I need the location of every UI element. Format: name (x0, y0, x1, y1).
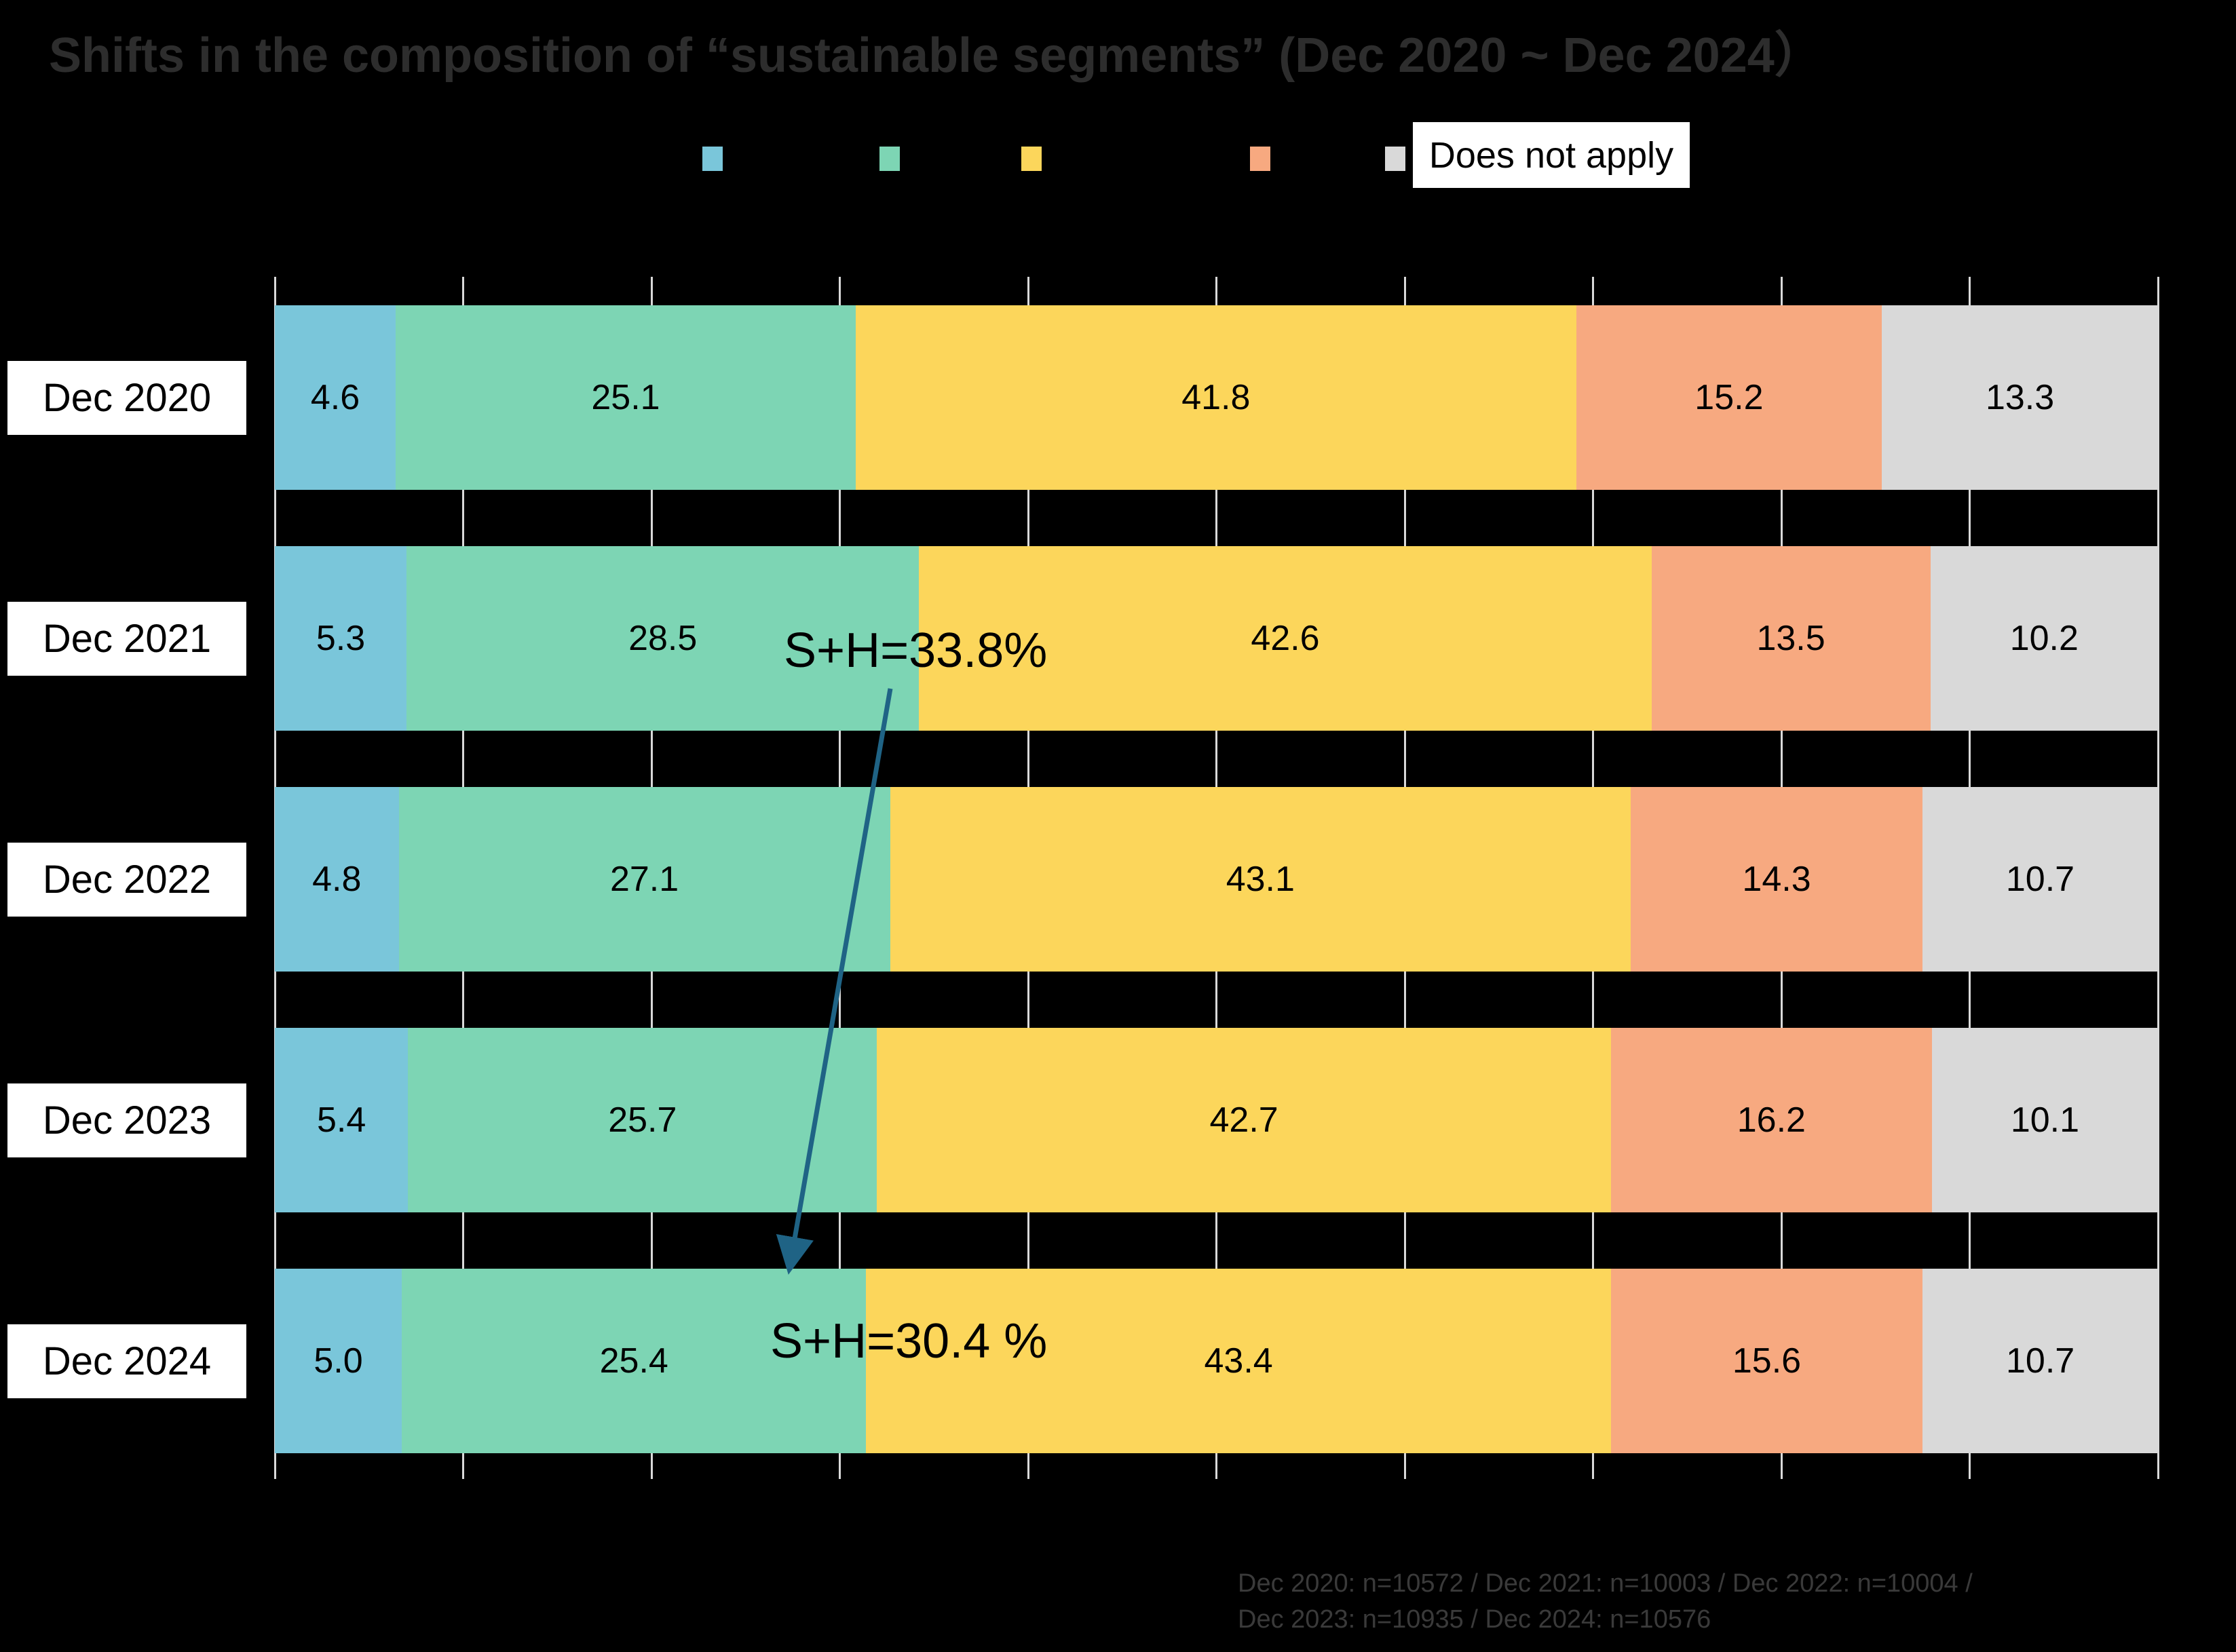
bar-value-label: 25.4 (599, 1341, 668, 1381)
bar-value-label: 13.5 (1756, 619, 1825, 658)
bar-segment-segment-3-yellow: 42.6 (919, 546, 1652, 731)
row-label-text: Dec 2020 (42, 375, 212, 420)
row-label-dec-2024: Dec 2024 (7, 1324, 246, 1398)
bar-value-label: 42.7 (1209, 1100, 1278, 1140)
legend-swatch-series-2 (879, 147, 900, 171)
bar-row-dec-2023: 5.4 25.7 42.7 16.2 10.1 (275, 1028, 2158, 1212)
bar-segment-segment-1-blue: 5.4 (275, 1028, 409, 1212)
legend-label-does-not-apply-box: Does not apply (1413, 122, 1690, 188)
row-label-text: Dec 2021 (42, 616, 212, 661)
legend-swatch-series-1 (702, 147, 723, 171)
bar-value-label: 42.6 (1251, 619, 1320, 658)
bar-value-label: 15.2 (1694, 378, 1764, 417)
bar-value-label: 5.0 (314, 1341, 363, 1381)
bar-segment-segment-5-gray: 13.3 (1882, 305, 2158, 490)
bar-value-label: 41.8 (1181, 378, 1251, 417)
bar-segment-segment-1-blue: 5.0 (275, 1269, 402, 1453)
bar-segment-segment-5-gray: 10.1 (1931, 1028, 2158, 1212)
annotation-sh-2024: S+H=30.4 % (770, 1314, 1048, 1368)
bar-segment-segment-1-blue: 4.6 (275, 305, 396, 490)
bar-row-dec-2024: 5.0 25.4 43.4 15.6 10.7 (275, 1269, 2159, 1453)
annotation-sh-2021: S+H=33.8% (784, 623, 1048, 678)
bar-value-label: 28.5 (628, 619, 698, 658)
bar-segment-segment-4-orange: 15.6 (1610, 1269, 1923, 1453)
bar-value-label: 43.1 (1226, 860, 1295, 899)
bar-segment-segment-4-orange: 14.3 (1631, 787, 1922, 972)
row-label-dec-2020: Dec 2020 (7, 360, 246, 435)
bar-value-label: 5.4 (316, 1100, 366, 1140)
bar-value-label: 10.7 (2005, 860, 2075, 899)
bar-value-label: 10.7 (2005, 1341, 2075, 1381)
legend-swatch-series-3 (1021, 147, 1042, 171)
bar-segment-segment-2-teal: 25.4 (402, 1269, 867, 1453)
bar-segment-segment-5-gray: 10.7 (1922, 1269, 2159, 1453)
row-label-dec-2023: Dec 2023 (7, 1083, 246, 1157)
bar-value-label: 14.3 (1742, 860, 1811, 899)
bar-value-label: 25.1 (591, 378, 660, 417)
bar-segment-segment-3-yellow: 41.8 (855, 305, 1576, 490)
bar-value-label: 4.6 (310, 378, 360, 417)
row-label-text: Dec 2023 (42, 1098, 212, 1142)
legend-swatch-series-5 (1385, 147, 1405, 171)
bar-value-label: 43.4 (1204, 1341, 1273, 1381)
legend-label-does-not-apply: Does not apply (1428, 134, 1674, 176)
chart-title: Shifts in the composition of “sustainabl… (49, 28, 1823, 83)
bar-value-label: 15.6 (1732, 1341, 1802, 1381)
bar-segment-segment-2-teal: 25.7 (408, 1028, 877, 1212)
bar-value-label: 4.8 (312, 860, 362, 899)
bar-row-dec-2021: 5.3 28.5 42.6 13.5 10.2 (275, 546, 2158, 731)
bar-value-label: 27.1 (609, 860, 679, 899)
row-label-dec-2022: Dec 2022 (7, 842, 246, 917)
bar-segment-segment-5-gray: 10.7 (1922, 787, 2159, 972)
bar-segment-segment-1-blue: 4.8 (275, 787, 399, 972)
bar-segment-segment-4-orange: 15.2 (1576, 305, 1882, 490)
bar-row-dec-2022: 4.8 27.1 43.1 14.3 10.7 (275, 787, 2159, 972)
row-label-dec-2021: Dec 2021 (7, 601, 246, 676)
bar-segment-segment-4-orange: 13.5 (1651, 546, 1931, 731)
footnote-sample-sizes: Dec 2020: n=10572 / Dec 2021: n=10003 / … (1238, 1569, 1973, 1634)
bar-value-label: 25.7 (608, 1100, 677, 1140)
bar-value-label: 10.1 (2010, 1100, 2080, 1140)
bar-value-label: 16.2 (1737, 1100, 1806, 1140)
bar-segment-segment-2-teal: 25.1 (396, 305, 856, 490)
bar-value-label: 13.3 (1985, 378, 2055, 417)
legend-swatch-series-4 (1250, 147, 1270, 171)
bar-segment-segment-1-blue: 5.3 (275, 546, 406, 731)
bar-segment-segment-2-teal: 27.1 (398, 787, 890, 972)
bar-row-dec-2020: 4.6 25.1 41.8 15.2 13.3 (275, 305, 2158, 490)
bar-value-label: 5.3 (316, 619, 366, 658)
bar-value-label: 10.2 (2009, 619, 2079, 658)
bar-segment-segment-3-yellow: 43.1 (890, 787, 1631, 972)
row-label-text: Dec 2022 (42, 857, 212, 902)
row-label-text: Dec 2024 (42, 1339, 212, 1383)
bar-segment-segment-3-yellow: 43.4 (866, 1269, 1611, 1453)
bar-segment-segment-5-gray: 10.2 (1930, 546, 2158, 731)
bar-segment-segment-3-yellow: 42.7 (877, 1028, 1611, 1212)
bar-segment-segment-4-orange: 16.2 (1610, 1028, 1932, 1212)
